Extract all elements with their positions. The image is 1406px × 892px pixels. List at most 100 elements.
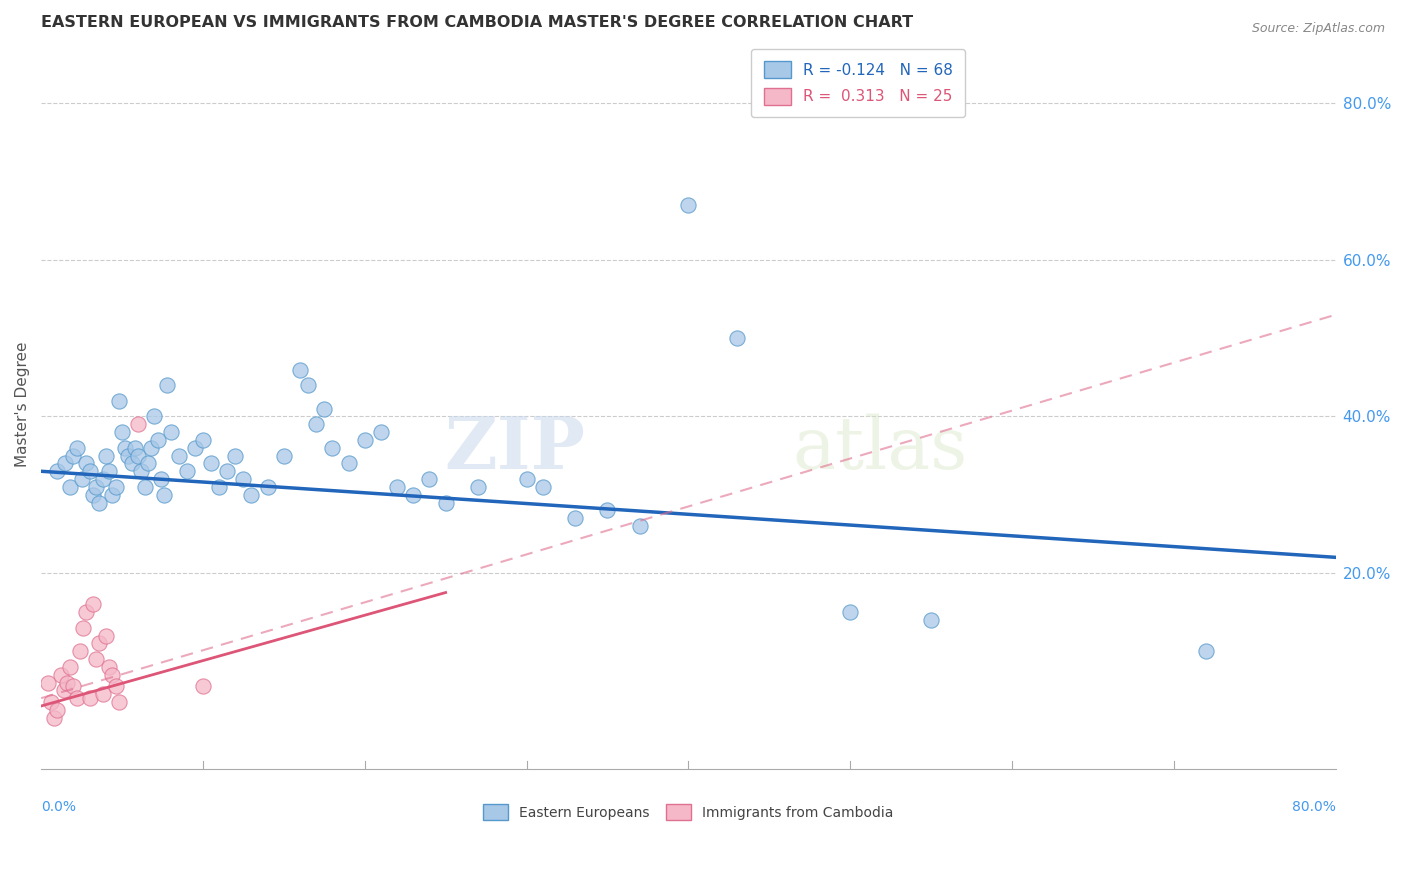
Point bbox=[370, 425, 392, 439]
Text: ZIP: ZIP bbox=[444, 413, 585, 484]
Point bbox=[91, 472, 114, 486]
Point bbox=[678, 198, 700, 212]
Point bbox=[62, 449, 84, 463]
Point bbox=[920, 613, 942, 627]
Point bbox=[84, 652, 107, 666]
Point bbox=[66, 441, 89, 455]
Point bbox=[418, 472, 440, 486]
Point bbox=[256, 480, 278, 494]
Point bbox=[159, 425, 181, 439]
Point bbox=[89, 495, 111, 509]
Point bbox=[839, 605, 862, 619]
Point bbox=[337, 457, 360, 471]
Point bbox=[200, 457, 222, 471]
Point bbox=[56, 675, 79, 690]
Point bbox=[314, 401, 336, 416]
Point bbox=[136, 457, 159, 471]
Point bbox=[124, 441, 146, 455]
Point bbox=[127, 417, 149, 432]
Point bbox=[79, 464, 101, 478]
Point bbox=[98, 660, 121, 674]
Point bbox=[321, 441, 343, 455]
Point bbox=[94, 629, 117, 643]
Point bbox=[91, 687, 114, 701]
Point bbox=[725, 331, 748, 345]
Point bbox=[217, 464, 239, 478]
Point bbox=[39, 695, 62, 709]
Point bbox=[176, 464, 198, 478]
Point bbox=[139, 441, 162, 455]
Point bbox=[75, 457, 97, 471]
Point bbox=[402, 488, 425, 502]
Point bbox=[224, 449, 246, 463]
Text: EASTERN EUROPEAN VS IMMIGRANTS FROM CAMBODIA MASTER'S DEGREE CORRELATION CHART: EASTERN EUROPEAN VS IMMIGRANTS FROM CAMB… bbox=[41, 15, 914, 30]
Point bbox=[107, 393, 129, 408]
Point bbox=[191, 680, 214, 694]
Point bbox=[167, 449, 190, 463]
Point bbox=[232, 472, 254, 486]
Point bbox=[79, 691, 101, 706]
Point bbox=[564, 511, 586, 525]
Point bbox=[104, 480, 127, 494]
Point bbox=[297, 378, 319, 392]
Point bbox=[55, 457, 77, 471]
Point bbox=[66, 691, 89, 706]
Point bbox=[42, 711, 65, 725]
Point bbox=[596, 503, 619, 517]
Point bbox=[134, 480, 156, 494]
Point bbox=[531, 480, 554, 494]
Point bbox=[1195, 644, 1218, 658]
Point bbox=[305, 417, 328, 432]
Point bbox=[143, 409, 166, 424]
Text: Source: ZipAtlas.com: Source: ZipAtlas.com bbox=[1251, 22, 1385, 36]
Text: atlas: atlas bbox=[792, 413, 967, 483]
Point bbox=[288, 362, 311, 376]
Point bbox=[75, 605, 97, 619]
Point bbox=[94, 449, 117, 463]
Point bbox=[101, 667, 124, 681]
Point bbox=[84, 480, 107, 494]
Point bbox=[46, 703, 69, 717]
Point bbox=[153, 488, 176, 502]
Point bbox=[149, 472, 172, 486]
Point bbox=[46, 464, 69, 478]
Point bbox=[467, 480, 489, 494]
Text: 0.0%: 0.0% bbox=[41, 800, 76, 814]
Point bbox=[69, 644, 91, 658]
Point bbox=[131, 464, 153, 478]
Point bbox=[434, 495, 457, 509]
Point bbox=[111, 425, 134, 439]
Point bbox=[117, 449, 139, 463]
Point bbox=[59, 660, 82, 674]
Legend: Eastern Europeans, Immigrants from Cambodia: Eastern Europeans, Immigrants from Cambo… bbox=[477, 797, 901, 827]
Point bbox=[72, 621, 94, 635]
Point bbox=[208, 480, 231, 494]
Point bbox=[240, 488, 263, 502]
Point bbox=[273, 449, 295, 463]
Point bbox=[101, 488, 124, 502]
Point bbox=[52, 683, 75, 698]
Point bbox=[156, 378, 179, 392]
Point bbox=[127, 449, 149, 463]
Text: 80.0%: 80.0% bbox=[1292, 800, 1336, 814]
Point bbox=[385, 480, 408, 494]
Point bbox=[59, 480, 82, 494]
Point bbox=[62, 680, 84, 694]
Point bbox=[82, 488, 104, 502]
Point bbox=[98, 464, 121, 478]
Point bbox=[114, 441, 136, 455]
Point bbox=[107, 695, 129, 709]
Point bbox=[353, 433, 375, 447]
Point bbox=[104, 680, 127, 694]
Point bbox=[89, 636, 111, 650]
Y-axis label: Master's Degree: Master's Degree bbox=[15, 342, 30, 467]
Point bbox=[628, 519, 651, 533]
Point bbox=[70, 472, 93, 486]
Point bbox=[191, 433, 214, 447]
Point bbox=[515, 472, 537, 486]
Point bbox=[184, 441, 207, 455]
Point bbox=[121, 457, 143, 471]
Point bbox=[146, 433, 169, 447]
Point bbox=[82, 597, 104, 611]
Point bbox=[37, 675, 59, 690]
